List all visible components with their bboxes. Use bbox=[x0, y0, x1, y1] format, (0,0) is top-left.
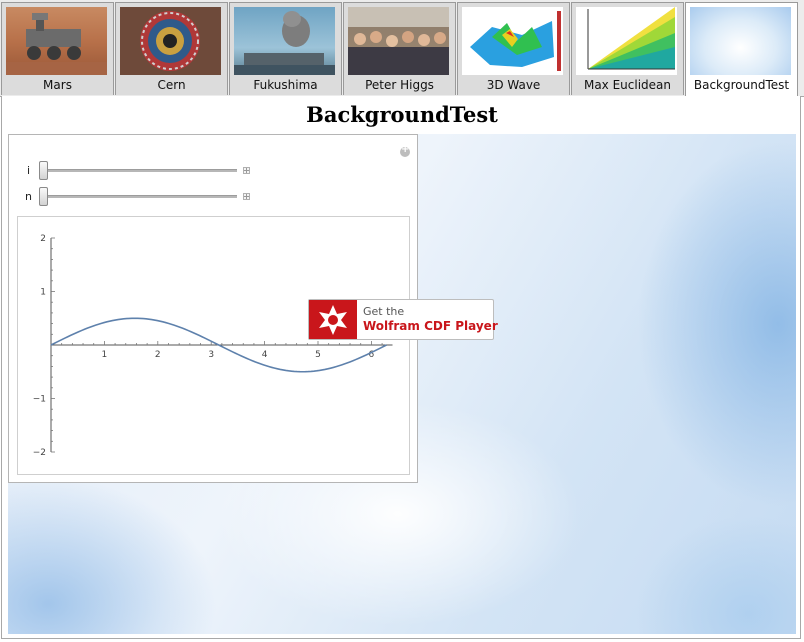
plus-circle-icon[interactable] bbox=[400, 144, 410, 157]
x-tick-label: 6 bbox=[369, 350, 375, 360]
y-tick-label: −2 bbox=[33, 448, 46, 458]
tab-max-euclidean[interactable]: Max Euclidean bbox=[571, 2, 684, 95]
tab-label: BackgroundTest bbox=[693, 78, 790, 92]
slider-track-i[interactable] bbox=[39, 169, 237, 172]
mars-rover-thumbnail bbox=[6, 7, 107, 75]
cdf-player-badge[interactable]: Get the Wolfram CDF Player bbox=[308, 299, 498, 340]
y-tick-label: 1 bbox=[40, 288, 46, 298]
slider-expand-n-icon[interactable] bbox=[243, 193, 250, 200]
page-title: BackgroundTest bbox=[306, 102, 498, 127]
slider-thumb-n[interactable] bbox=[39, 187, 48, 206]
x-tick-label: 5 bbox=[315, 350, 321, 360]
3d-wave-thumbnail bbox=[462, 7, 563, 75]
x-tick-label: 2 bbox=[155, 350, 161, 360]
series-line bbox=[50, 317, 387, 373]
tab-bar: Mars Cern Fukushima bbox=[0, 0, 804, 97]
tab-backgroundtest[interactable]: BackgroundTest bbox=[685, 2, 798, 97]
cern-detector-thumbnail bbox=[120, 7, 221, 75]
x-tick-label: 1 bbox=[102, 350, 108, 360]
slider-thumb-i[interactable] bbox=[39, 161, 48, 180]
y-tick-label: 2 bbox=[40, 234, 46, 244]
y-tick-label: −1 bbox=[33, 395, 46, 405]
fukushima-thumbnail bbox=[234, 7, 335, 75]
tab-3d-wave[interactable]: 3D Wave bbox=[457, 2, 570, 95]
x-tick-label: 3 bbox=[208, 350, 214, 360]
sine-plot: 1 2 3 4 5 6 2 1 −1 −2 bbox=[33, 234, 393, 458]
slider-track-n[interactable] bbox=[39, 195, 237, 198]
slider-label-n: n bbox=[25, 190, 32, 203]
tab-label: Mars bbox=[43, 78, 72, 92]
peter-higgs-thumbnail bbox=[348, 7, 449, 75]
tab-fukushima[interactable]: Fukushima bbox=[229, 2, 342, 95]
plot-area: 1 2 3 4 5 6 2 1 −1 −2 bbox=[17, 216, 410, 475]
max-euclidean-thumbnail bbox=[576, 7, 677, 75]
tab-label: Fukushima bbox=[253, 78, 318, 92]
tab-label: Cern bbox=[157, 78, 186, 92]
slider-label-i: i bbox=[27, 164, 31, 177]
wolfram-spikey-icon bbox=[309, 300, 357, 339]
tab-mars[interactable]: Mars bbox=[1, 2, 114, 95]
badge-line1: Get the bbox=[363, 305, 405, 318]
backgroundtest-thumbnail bbox=[690, 7, 791, 75]
tab-cern[interactable]: Cern bbox=[115, 2, 228, 95]
tab-peter-higgs[interactable]: Peter Higgs bbox=[343, 2, 456, 95]
tab-label: Peter Higgs bbox=[365, 78, 434, 92]
slider-expand-i-icon[interactable] bbox=[243, 167, 250, 174]
tab-label: 3D Wave bbox=[486, 78, 541, 92]
tab-label: Max Euclidean bbox=[583, 78, 672, 92]
x-tick-label: 4 bbox=[262, 350, 268, 360]
badge-line2: Wolfram CDF Player bbox=[363, 319, 498, 333]
